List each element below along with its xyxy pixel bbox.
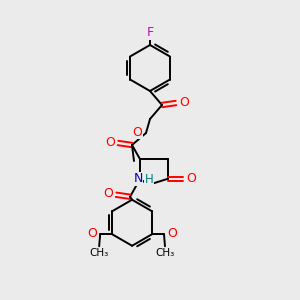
Text: O: O: [103, 187, 113, 200]
Text: H: H: [145, 173, 153, 186]
Text: O: O: [105, 136, 115, 148]
Text: N: N: [134, 172, 143, 185]
Text: O: O: [179, 97, 189, 110]
Text: O: O: [87, 227, 97, 240]
Text: O: O: [186, 172, 196, 185]
Text: O: O: [132, 125, 142, 139]
Text: O: O: [167, 227, 177, 240]
Text: CH₃: CH₃: [89, 248, 109, 258]
Text: CH₃: CH₃: [155, 248, 175, 258]
Text: F: F: [146, 26, 154, 40]
